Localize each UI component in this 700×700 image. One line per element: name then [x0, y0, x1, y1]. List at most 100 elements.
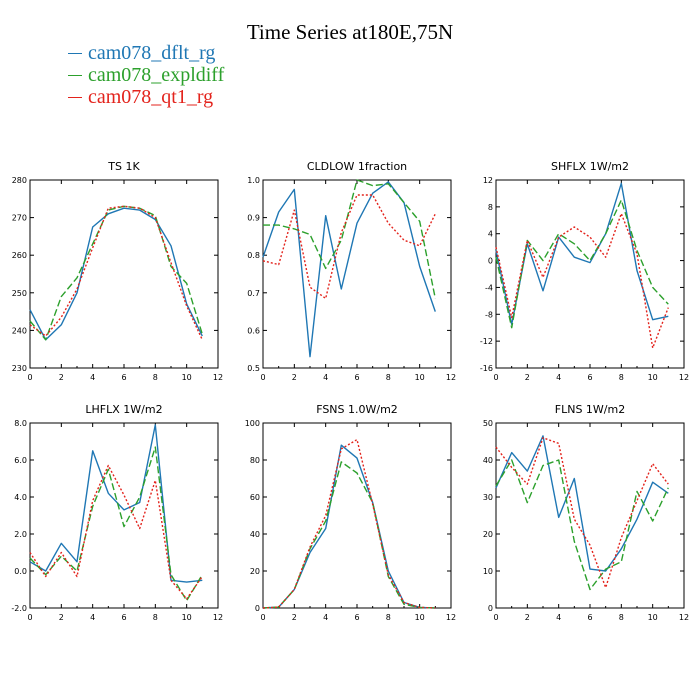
- y-tick-label: 270: [12, 214, 27, 223]
- chart-title: TS 1K: [107, 160, 140, 173]
- chart-title: LHFLX 1W/m2: [85, 403, 162, 416]
- x-tick-label: 12: [679, 373, 689, 382]
- chart-title: SHFLX 1W/m2: [551, 160, 629, 173]
- x-tick-label: 2: [59, 373, 64, 382]
- x-tick-label: 12: [446, 613, 456, 622]
- x-tick-label: 10: [648, 373, 658, 382]
- y-tick-label: 0: [255, 604, 260, 613]
- y-tick-label: 0.9: [247, 214, 260, 223]
- y-tick-label: 2.0: [14, 530, 27, 539]
- x-tick-label: 8: [153, 613, 158, 622]
- y-tick-label: 12: [483, 176, 493, 185]
- x-tick-label: 8: [619, 373, 624, 382]
- x-tick-label: 4: [90, 613, 95, 622]
- series-line-qt1: [262, 438, 436, 609]
- series-line-dflt: [262, 444, 436, 609]
- x-tick-label: 0: [260, 373, 265, 382]
- series-line-expldiff: [29, 446, 203, 602]
- series-line-dflt: [29, 424, 203, 583]
- x-tick-label: 6: [121, 373, 126, 382]
- x-tick-label: 12: [446, 373, 456, 382]
- x-tick-label: 6: [587, 373, 592, 382]
- x-tick-label: 8: [386, 373, 391, 382]
- y-tick-label: 40: [250, 530, 260, 539]
- series-line-qt1: [29, 464, 203, 600]
- x-tick-label: 2: [525, 613, 530, 622]
- y-tick-label: 60: [250, 493, 260, 502]
- series-line-expldiff: [263, 179, 436, 299]
- chart-panel-4: LHFLX 1W/m2 0 2 4 6 8 10 12 -2.0 0.0 2.0 4.0 6.0 8.0: [11, 403, 223, 622]
- chart-panel-5: FSNS 1.0W/m2 0 2 4 6 8 10 12 0 20 40 60 80 100: [245, 403, 456, 622]
- y-tick-label: 4: [488, 230, 493, 239]
- y-tick-label: 1.0: [247, 176, 260, 185]
- series-line-dflt: [262, 181, 436, 358]
- y-tick-label: -8: [485, 310, 493, 319]
- y-tick-label: 250: [12, 289, 27, 298]
- legend-swatch-dflt: [68, 52, 82, 54]
- x-tick-label: 10: [648, 613, 658, 622]
- y-tick-label: 50: [483, 419, 493, 428]
- series-line-qt1: [495, 437, 669, 589]
- y-tick-label: 0.7: [247, 289, 260, 298]
- x-tick-label: 0: [493, 373, 498, 382]
- legend-label-expldiff: cam078_expldiff: [88, 64, 225, 86]
- y-tick-label: 10: [483, 567, 493, 576]
- legend-item-dflt: cam078_dflt_rg: [68, 42, 224, 64]
- y-tick-label: -2.0: [11, 604, 27, 613]
- y-tick-label: 6.0: [14, 456, 27, 465]
- x-tick-label: 12: [679, 613, 689, 622]
- legend-label-qt1: cam078_qt1_rg: [88, 86, 214, 108]
- series-line-expldiff: [29, 205, 203, 341]
- series-line-expldiff: [495, 199, 669, 329]
- x-tick-label: 12: [213, 613, 223, 622]
- y-tick-label: 8.0: [14, 419, 27, 428]
- legend-item-qt1: cam078_qt1_rg: [68, 86, 224, 108]
- legend-swatch-qt1: [68, 96, 82, 98]
- chart-title: CLDLOW 1fraction: [307, 160, 407, 173]
- x-tick-label: 8: [153, 373, 158, 382]
- x-tick-label: 2: [292, 373, 297, 382]
- y-tick-label: 8: [488, 203, 493, 212]
- legend-item-expldiff: cam078_expldiff: [68, 64, 224, 86]
- x-tick-label: 2: [59, 613, 64, 622]
- plot-frame: [29, 422, 219, 609]
- x-tick-label: 4: [556, 373, 561, 382]
- y-tick-label: 240: [12, 326, 27, 335]
- y-tick-label: 0.6: [247, 326, 260, 335]
- x-tick-label: 0: [27, 373, 32, 382]
- y-tick-label: 4.0: [14, 493, 27, 502]
- y-tick-label: 0.5: [247, 364, 260, 373]
- y-tick-label: 230: [12, 364, 27, 373]
- x-tick-label: 6: [354, 613, 359, 622]
- series-line-expldiff: [495, 459, 669, 591]
- chart-panel-6: FLNS 1W/m2 0 2 4 6 8 10 12 0 10 20 30 40 50: [483, 403, 689, 622]
- x-tick-label: 10: [182, 373, 192, 382]
- y-tick-label: 0: [488, 604, 493, 613]
- y-tick-label: 280: [12, 176, 27, 185]
- figure-title: Time Series at180E,75N: [246, 20, 454, 44]
- x-tick-label: 10: [182, 613, 192, 622]
- x-tick-label: 6: [587, 613, 592, 622]
- legend-swatch-expldiff: [68, 74, 82, 76]
- y-tick-label: 0.8: [247, 251, 260, 260]
- x-tick-label: 4: [323, 373, 328, 382]
- x-tick-label: 8: [619, 613, 624, 622]
- y-tick-label: 80: [250, 456, 260, 465]
- x-tick-label: 12: [213, 373, 223, 382]
- chart-title: FSNS 1.0W/m2: [316, 403, 398, 416]
- y-tick-label: -12: [480, 337, 493, 346]
- series-line-dflt: [495, 182, 669, 326]
- y-tick-label: 260: [12, 251, 27, 260]
- x-tick-label: 2: [525, 373, 530, 382]
- y-tick-label: 20: [483, 530, 493, 539]
- series-line-qt1: [262, 194, 436, 300]
- x-tick-label: 4: [323, 613, 328, 622]
- x-tick-label: 10: [415, 613, 425, 622]
- y-tick-label: -4: [485, 283, 493, 292]
- legend: cam078_dflt_rg cam078_expldiff cam078_qt…: [68, 42, 224, 108]
- chart-title: FLNS 1W/m2: [555, 403, 625, 416]
- series-line-dflt: [495, 435, 669, 572]
- x-tick-label: 0: [493, 613, 498, 622]
- y-tick-label: -16: [480, 364, 493, 373]
